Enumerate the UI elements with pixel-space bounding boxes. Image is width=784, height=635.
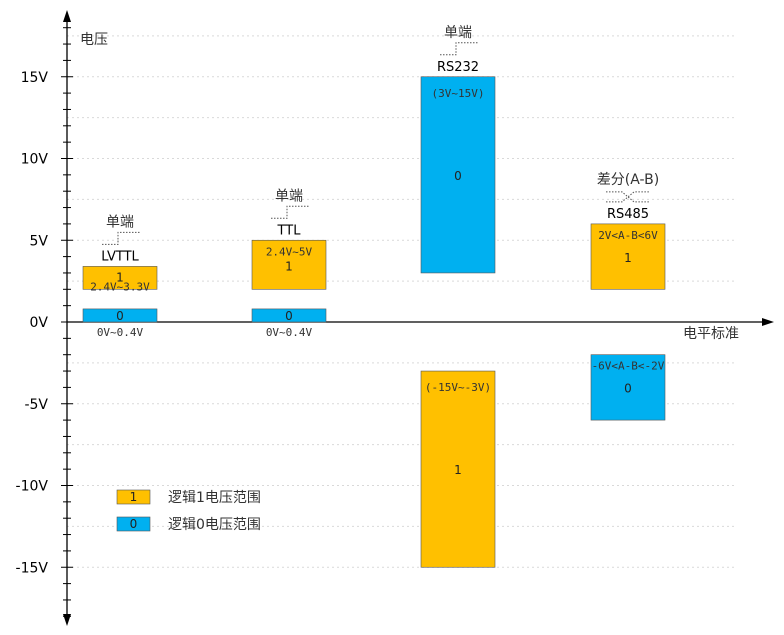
ttl-logic0-bit: 0 [285,309,293,323]
lvttl-mode: 单端 [106,214,134,230]
ttl-mode: 单端 [275,188,303,204]
legend-text-logic1: 逻辑1电压范围 [168,489,261,506]
rs485-logic0-bar [590,354,666,421]
lvttl-logic1-range: 2.4V~3.3V [90,280,150,293]
y-axis-arrow-bottom [63,614,71,626]
voltage-bars: 12.4V~3.3V00V~0.4V2.4V~5V100V~0.4V(3V~15… [82,76,666,568]
y-tick-label: 15V [21,70,49,86]
legend-swatch-bit: 1 [130,490,138,504]
x-axis-arrow [762,318,774,326]
y-axis-label: 电压 [80,32,108,48]
lvttl-name: LVTTL [101,249,139,264]
single-ended-signal-icon [271,205,309,219]
lvttl-logic0-bit: 0 [116,309,124,323]
y-tick-label: 10V [21,152,49,168]
y-tick-label: -5V [24,397,48,413]
rs485-logic0-range: -6V<A-B<-2V [592,360,665,373]
ttl-logic1-bar [251,239,327,290]
single-ended-signal-icon [440,42,478,56]
ttl-logic1-range: 2.4V~5V [266,245,313,258]
rs232-logic1-range: (-15V~-3V) [425,381,491,394]
y-axis-arrow-top [63,10,71,22]
legend-swatch-logic1 [116,489,151,505]
ttl-logic1-bit: 1 [285,259,293,273]
rs232-logic1-bar [420,370,496,568]
rs485-logic0-bit: 0 [624,382,632,396]
rs232-logic0-bit: 0 [454,169,462,183]
legend-text-logic0: 逻辑0电压范围 [168,516,261,533]
ttl-logic0-bar [251,308,327,323]
y-tick-label: -15V [16,560,49,576]
lvttl-logic0-bar [82,308,158,323]
y-tick-label: 0V [30,315,49,331]
rs485-logic1-bar [590,223,666,290]
single-ended-signal-icon [102,231,140,245]
lvttl-logic1-bit: 1 [116,270,124,284]
rs232-mode: 单端 [444,25,472,41]
rs485-logic1-bit: 1 [624,251,632,265]
ttl-name: TTL [277,223,302,238]
rs232-logic0-bar [420,76,496,274]
y-tick-label: -10V [16,479,49,495]
lvttl-logic0-range: 0V~0.4V [97,326,144,339]
ttl-logic0-range: 0V~0.4V [266,326,313,339]
rs232-logic1-bit: 1 [454,463,462,477]
standard-annotations: LVTTL 单端 TTL 单端 RS232 单端 RS485 差分(A-B) [101,25,659,265]
rs485-logic1-range: 2V<A-B<6V [598,229,658,242]
rs232-name: RS232 [437,60,479,75]
differential-signal-icon [606,191,650,203]
rs485-mode: 差分(A-B) [597,172,659,188]
legend-swatch-bit: 0 [130,517,138,531]
gridlines [67,35,735,568]
lvttl-logic1-bar [82,266,158,290]
rs232-logic0-range: (3V~15V) [432,87,485,100]
x-axis-label: 电平标准 [683,326,739,342]
rs485-name: RS485 [607,207,649,222]
legend: 1 逻辑1电压范围 0 逻辑0电压范围 [116,489,261,533]
y-tick-label: 5V [30,233,49,249]
legend-swatch-logic0 [116,516,151,532]
